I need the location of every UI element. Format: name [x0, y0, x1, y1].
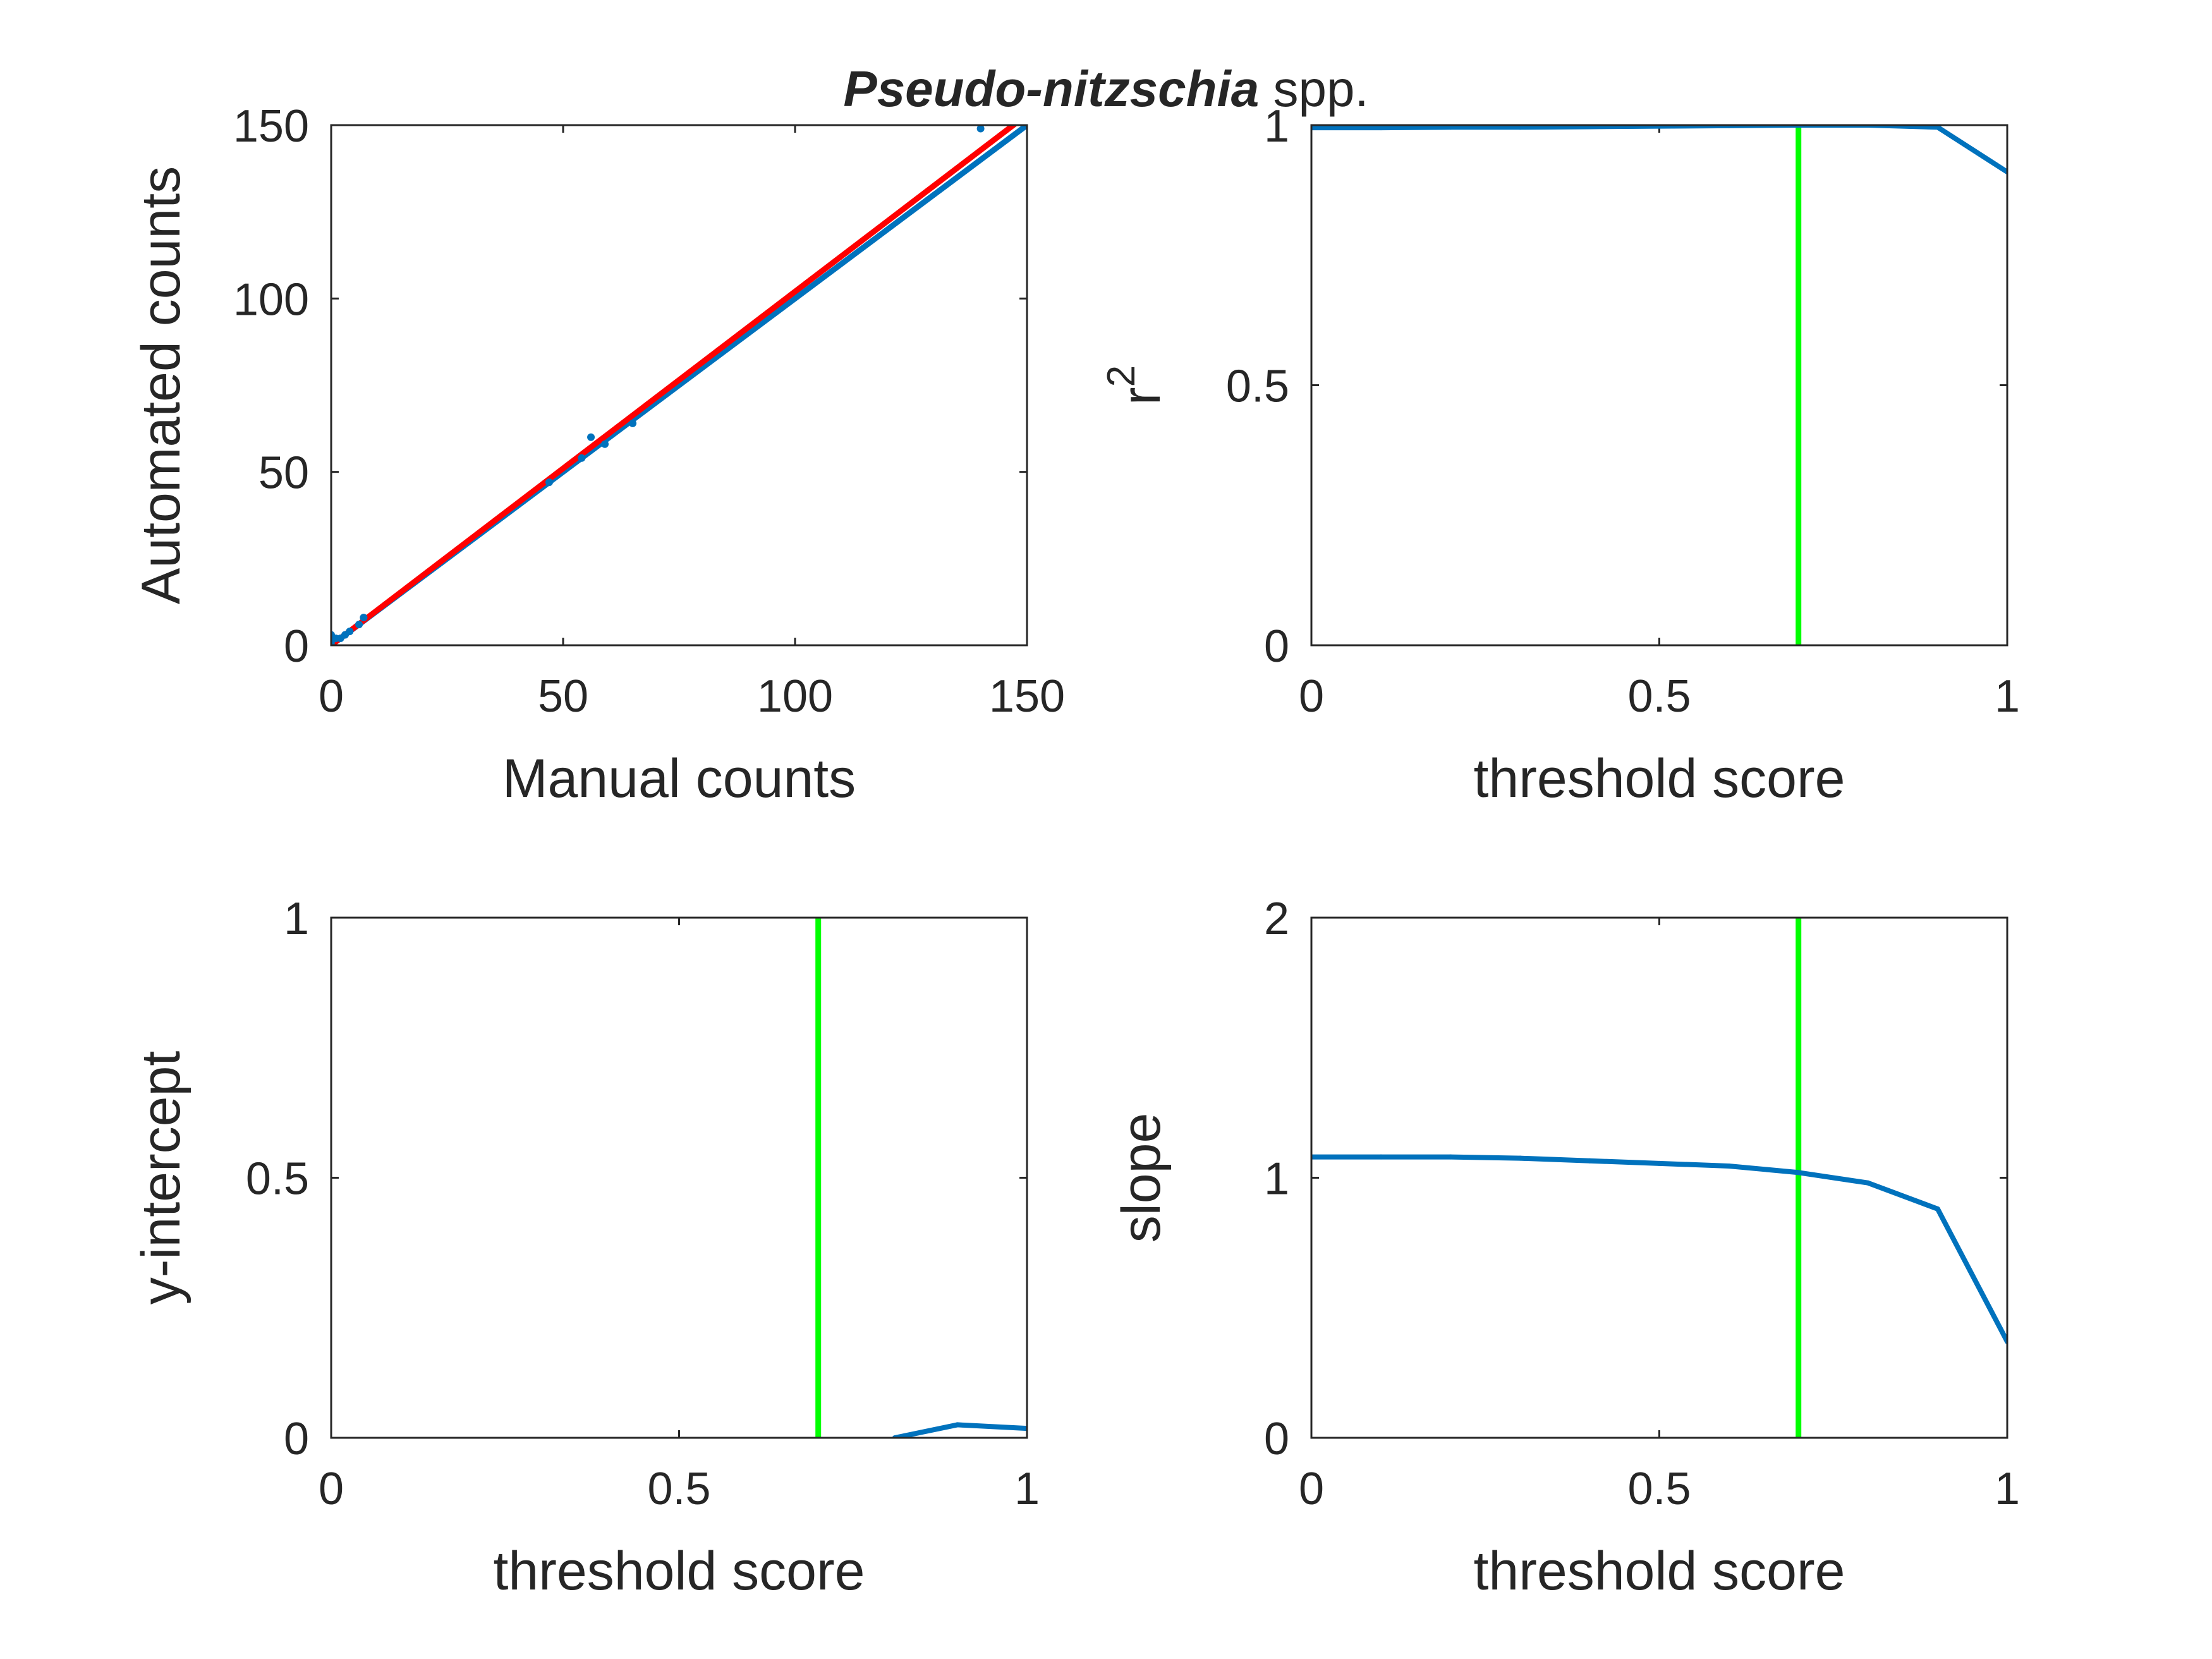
x-tick-label: 0	[319, 1464, 344, 1514]
y-tick-label: 0.5	[1226, 362, 1289, 412]
x-tick-label: 0	[1299, 671, 1324, 722]
data-point	[976, 125, 985, 133]
series-point	[1378, 125, 1384, 131]
regression-line	[331, 125, 1018, 645]
y-tick-label: 0	[284, 1414, 309, 1464]
data-point	[629, 419, 637, 427]
panel-1: 0 50 100 150 0 50 100 150 Manual counts Automated…	[131, 101, 1065, 809]
plot-area	[815, 918, 1027, 1438]
x-tick-label: 0.5	[1627, 1464, 1691, 1514]
data-point	[360, 614, 368, 622]
series-point	[1935, 125, 1940, 130]
data-point	[545, 478, 553, 487]
y-tick-label: 50	[258, 448, 309, 499]
y-tick-label: 0	[1264, 1414, 1289, 1464]
x-tick-label: 150	[989, 671, 1065, 722]
data-point	[578, 454, 586, 462]
y-tick-label: 0	[284, 621, 309, 672]
data-point	[346, 628, 354, 636]
axes-box	[1310, 124, 2008, 647]
y-tick-label: 1	[1264, 1154, 1289, 1205]
y-tick-label: 100	[233, 274, 309, 325]
series-point	[1935, 1206, 1940, 1212]
y-tick-label: 1	[1264, 101, 1289, 152]
plot-area	[1311, 918, 2007, 1438]
figure-title-italic: Pseudo-nitzschia	[843, 61, 1259, 117]
axes-box	[330, 916, 1028, 1439]
series-line	[894, 1422, 1027, 1438]
series-point	[1587, 1158, 1593, 1164]
series-line	[1311, 1154, 2007, 1343]
axes-box	[330, 124, 1028, 647]
x-tick-label: 1	[1995, 1464, 2020, 1514]
series-point	[1656, 1160, 1662, 1166]
y-axis-label-superscript: 2	[1100, 365, 1143, 387]
x-axis-label: Manual counts	[502, 748, 856, 809]
series-point	[1448, 125, 1454, 130]
series-point	[1796, 1170, 1801, 1176]
x-axis-label: threshold score	[1474, 1541, 1845, 1601]
axes-box	[1310, 916, 2008, 1439]
y-axis-label: slope	[1111, 1113, 1172, 1243]
series-point	[1378, 1154, 1384, 1160]
y-tick-label: 150	[233, 101, 309, 152]
x-tick-label: 50	[538, 671, 588, 722]
y-tick-label: 2	[1264, 894, 1289, 944]
data-point	[355, 621, 363, 629]
series-point	[1448, 1154, 1454, 1160]
y-axis-label: y-intercept	[131, 1051, 191, 1305]
series-point	[1517, 1155, 1523, 1161]
y-axis-label: r2	[1100, 365, 1172, 405]
panel-3: 0 0.5 1 0 0.5 1 threshold score y-intercept	[131, 894, 1040, 1601]
plot-area	[331, 125, 1027, 645]
x-tick-label: 0	[1299, 1464, 1324, 1514]
x-tick-label: 0	[319, 671, 344, 722]
x-tick-label: 1	[1014, 1464, 1040, 1514]
series-point	[1726, 1163, 1732, 1169]
x-tick-label: 0.5	[1627, 671, 1691, 722]
y-axis-label-base: r	[1111, 387, 1172, 405]
y-axis-label: Automated counts	[131, 166, 191, 604]
x-axis-label: threshold score	[1474, 748, 1845, 809]
data-point	[601, 440, 609, 448]
y-tick-label: 1	[284, 894, 309, 944]
panel-4: 0 0.5 1 0 1 2 threshold score slope	[1111, 894, 2020, 1601]
figure-title: Pseudo-nitzschia spp.	[843, 61, 1368, 117]
panel-2: 0 0.5 1 0 0.5 1 threshold score r2	[1100, 101, 2020, 809]
x-tick-label: 100	[757, 671, 833, 722]
series-point	[1517, 125, 1523, 130]
x-tick-label: 0.5	[647, 1464, 710, 1514]
x-tick-label: 1	[1995, 671, 2020, 722]
y-tick-label: 0	[1264, 621, 1289, 672]
y-tick-label: 0.5	[246, 1154, 309, 1205]
figure-title-rest: spp.	[1259, 61, 1368, 117]
plot-area	[1311, 125, 2007, 645]
series-point	[954, 1422, 960, 1428]
data-point	[587, 433, 595, 441]
series-point	[1587, 125, 1593, 130]
series-point	[1865, 1180, 1871, 1186]
x-axis-label: threshold score	[494, 1541, 865, 1601]
